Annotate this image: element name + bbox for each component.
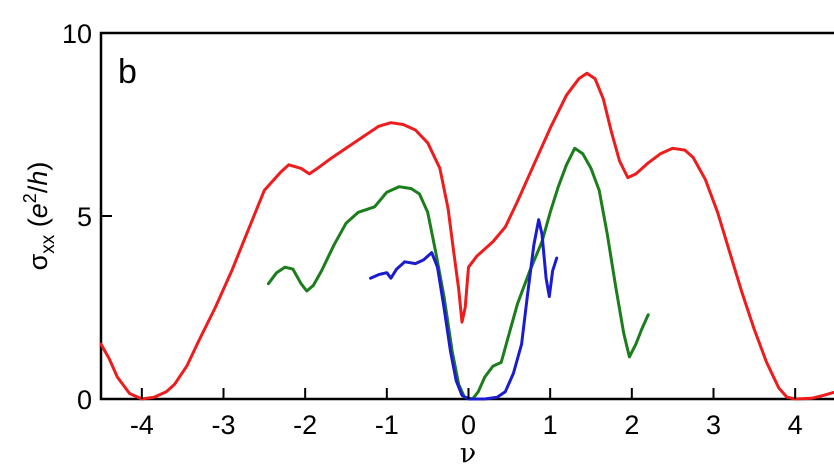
plot-frame: [99, 31, 834, 401]
y-tick-label: 0: [77, 385, 92, 415]
x-axis-label: ν: [460, 438, 476, 467]
series-layer: [99, 71, 834, 401]
y-label-exponent: 2: [20, 193, 40, 203]
y-axis-label: σxx (e2/h): [20, 162, 59, 271]
y-tick-label: 5: [77, 202, 92, 232]
y-tick-label: 10: [62, 19, 92, 49]
series-line-blue: [369, 218, 559, 401]
plot-area: -4 -3 -2 -1 0 1 2 3 4 0 5 10 b: [62, 19, 834, 440]
x-tick-label: -3: [211, 410, 235, 440]
x-tick-label: -4: [130, 410, 154, 440]
x-tick-label: -2: [293, 410, 317, 440]
x-tick-label: 4: [788, 410, 803, 440]
y-label-open: (: [23, 218, 53, 235]
x-tick-label: 3: [706, 410, 721, 440]
y-label-h: h: [23, 171, 53, 186]
x-tick-label: 2: [624, 410, 639, 440]
x-tick-label: 0: [461, 410, 476, 440]
y-ticks: 0 5 10: [62, 19, 112, 415]
x-ticks: -4 -3 -2 -1 0 1 2 3 4: [130, 388, 803, 440]
panel-label: b: [118, 53, 137, 91]
y-label-e: e: [23, 203, 53, 218]
x-tick-label: 1: [543, 410, 558, 440]
y-label-symbol: σ: [23, 253, 53, 270]
svg-text:σxx (e2/h): σxx (e2/h): [20, 162, 59, 271]
x-tick-label: -1: [375, 410, 399, 440]
y-label-subscript: xx: [38, 234, 59, 254]
series-line-red: [99, 71, 834, 401]
series-line-green: [266, 146, 650, 401]
y-label-slash: /: [23, 185, 53, 193]
y-label-close: ): [23, 162, 53, 171]
